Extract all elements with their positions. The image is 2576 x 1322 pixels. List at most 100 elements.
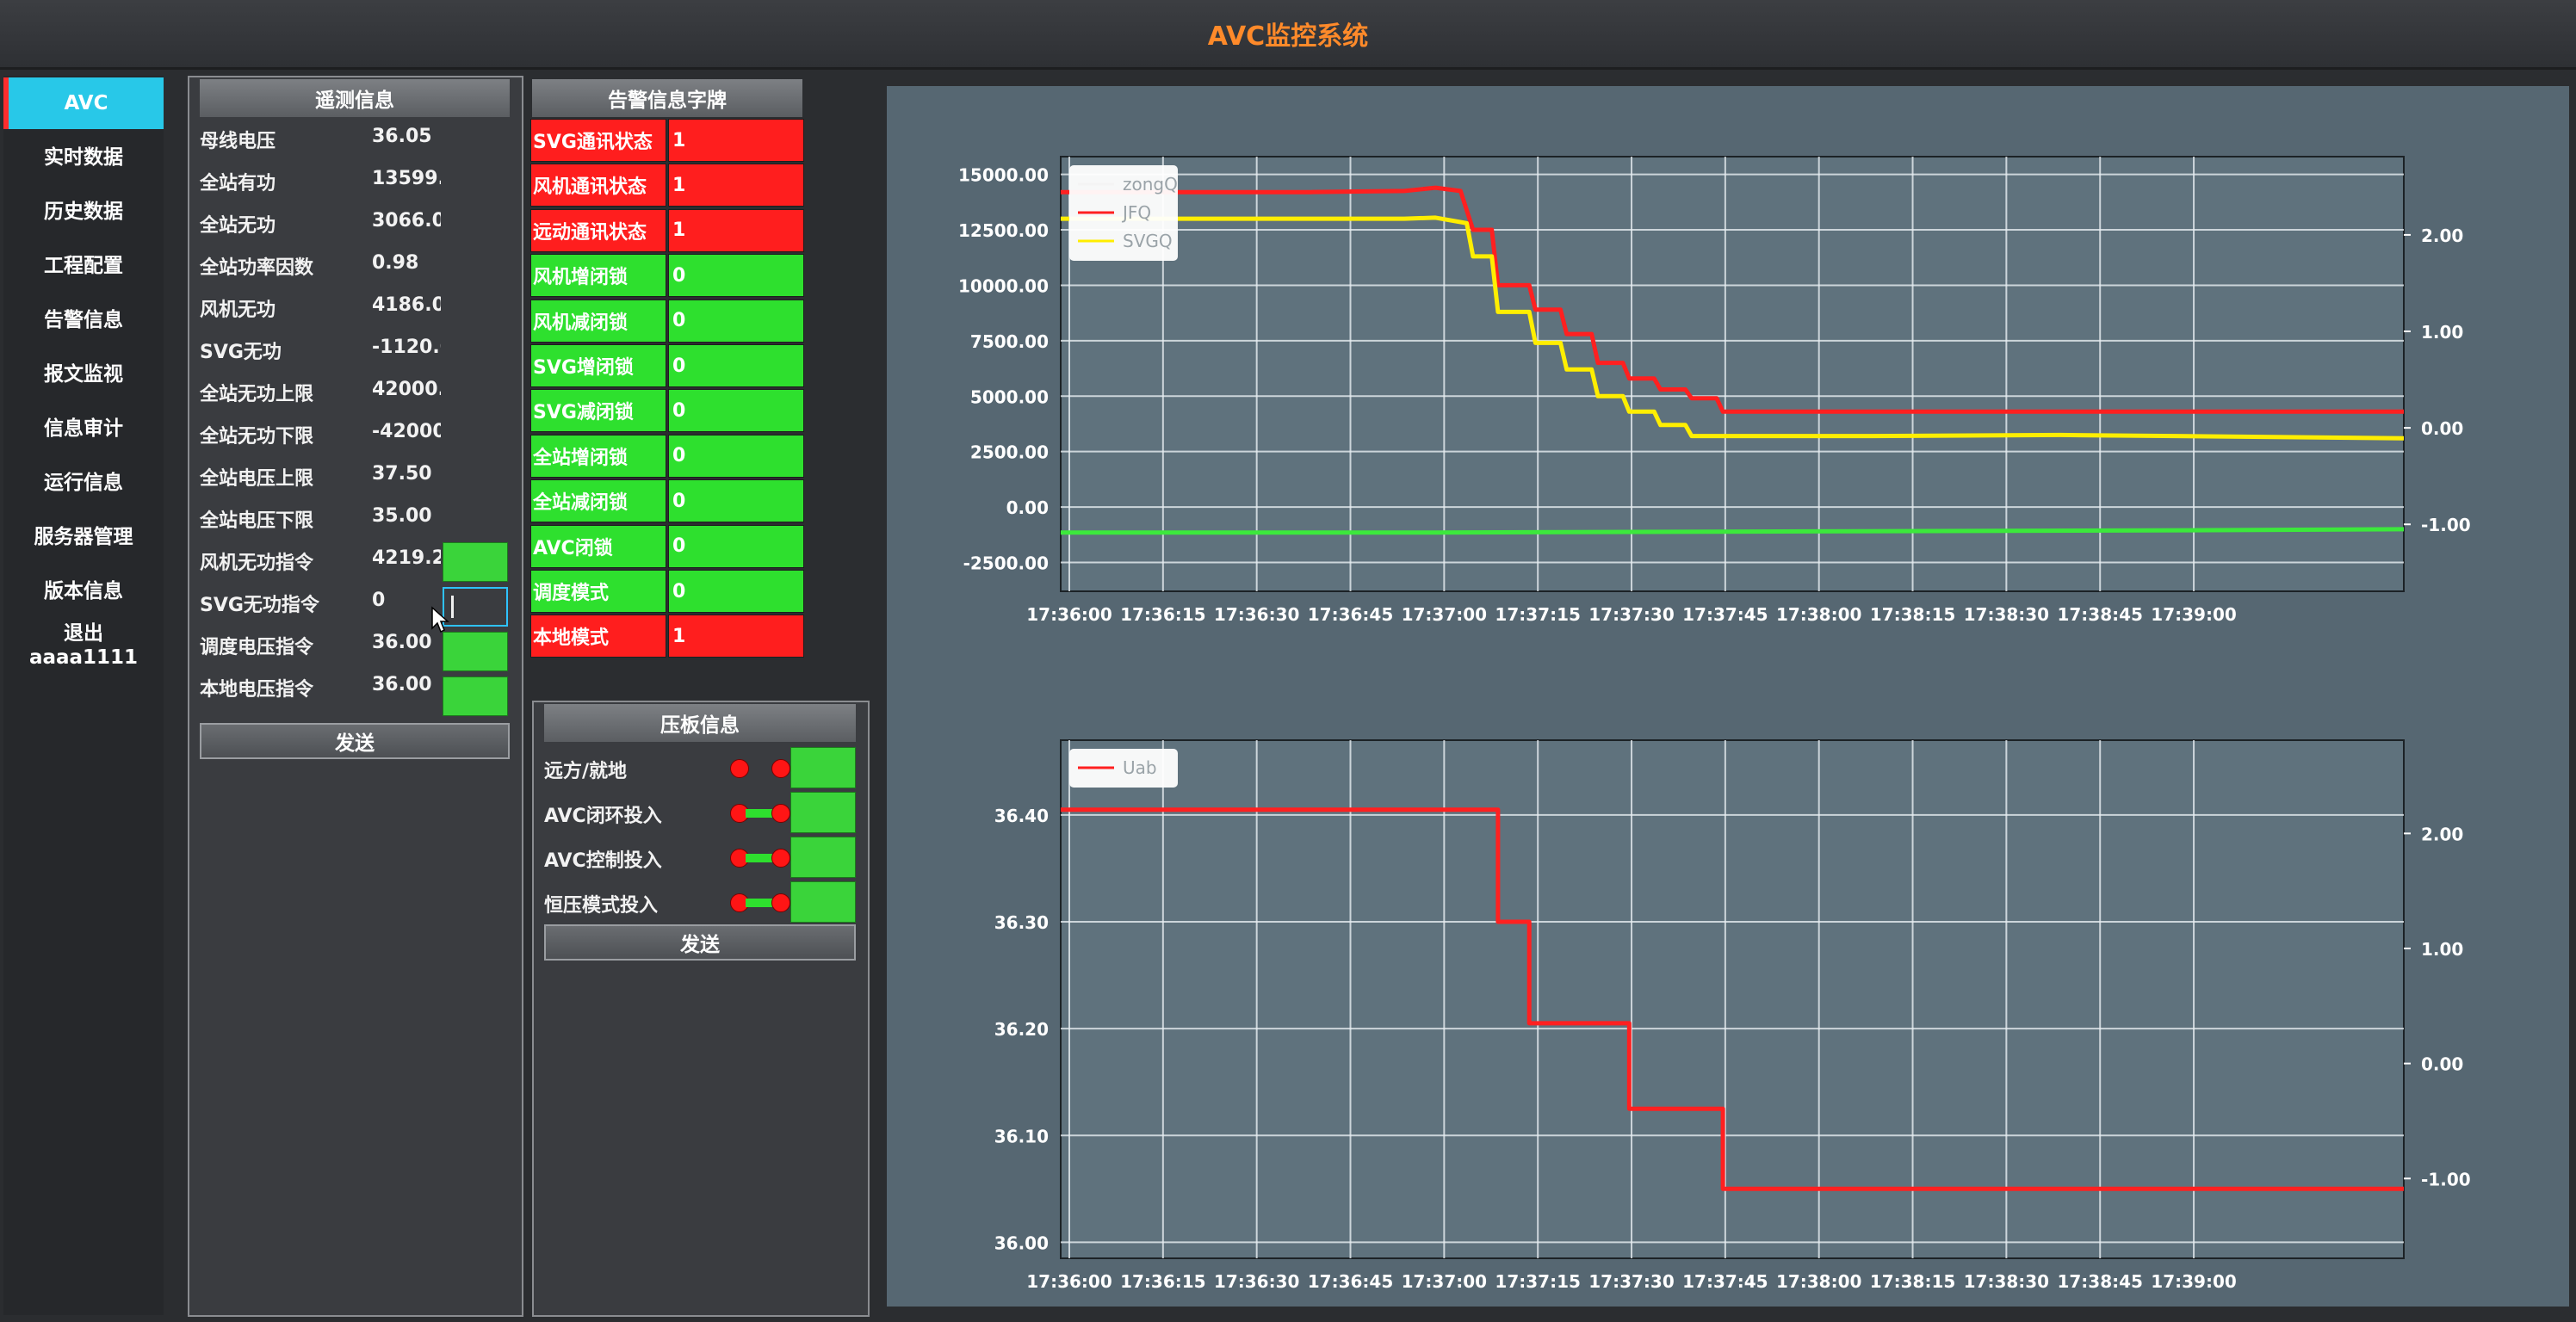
telemetry-value: 36.05	[372, 126, 432, 147]
legend-label: JFQ	[1121, 202, 1151, 223]
y2-tick-label: 2.00	[2421, 824, 2463, 844]
x-tick-label: 17:36:45	[1308, 604, 1394, 625]
y2-tick-label: -1.00	[2421, 1169, 2471, 1189]
y2-tick-label: 0.00	[2421, 418, 2463, 439]
sidebar-item-realtime-data[interactable]: 实时数据	[44, 146, 123, 169]
dispatch-voltage-command-input[interactable]	[443, 632, 508, 671]
alarm-value: 0	[668, 434, 804, 478]
x-tick-label: 17:38:15	[1870, 604, 1956, 625]
x-tick-label: 17:37:00	[1402, 1271, 1488, 1292]
sidebar-item-server-management[interactable]: 服务器管理	[34, 526, 133, 548]
svg-reactive-command-input[interactable]	[443, 587, 508, 627]
y-tick-label: 36.30	[994, 912, 1049, 933]
y-tick-label: 36.40	[994, 806, 1049, 826]
telemetry-panel-title: 遥测信息	[200, 79, 510, 117]
alarm-value: 1	[668, 119, 804, 162]
sidebar-item-message-monitor[interactable]: 报文监视	[44, 363, 123, 386]
plot-area	[1060, 156, 2405, 592]
alarm-label: 远动通讯状态	[530, 208, 666, 252]
alarm-value: 0	[668, 524, 804, 568]
x-tick-label: 17:36:15	[1120, 604, 1206, 625]
chart-legend: Uab	[1069, 749, 1178, 788]
y-tick-label: 36.20	[994, 1019, 1049, 1040]
chart-2: 17:36:00 17:36:15 17:36:30 17:36:45 17:37:00…	[994, 739, 2471, 1292]
telemetry-label: 全站无功下限	[200, 426, 314, 448]
alarm-value: 1	[668, 615, 804, 658]
telemetry-value: 13599.	[372, 168, 441, 189]
plates-send-button[interactable]: 发送	[544, 924, 856, 961]
sidebar-item-alarm-info[interactable]: 告警信息	[44, 309, 123, 331]
y2-tick-label: 1.00	[2421, 939, 2463, 960]
x-tick-label: 17:36:00	[1026, 1271, 1112, 1292]
telemetry-label: 风机无功指令	[200, 553, 314, 574]
alarm-label: 本地模式	[530, 615, 666, 658]
telemetry-value: 4186.0	[372, 294, 441, 316]
x-tick-label: 17:38:45	[2057, 1271, 2143, 1292]
telemetry-value: 0	[372, 590, 386, 611]
plate-led-indicator	[771, 804, 790, 823]
sidebar-item-version-info[interactable]: 版本信息	[44, 580, 123, 602]
legend-label: Uab	[1123, 757, 1157, 778]
alarm-label: SVG增闭锁	[530, 344, 666, 387]
chart-legend: zongQ JFQ SVGQ	[1069, 165, 1178, 261]
sidebar-item-avc[interactable]: AVC	[3, 77, 164, 129]
sidebar-item-run-info[interactable]: 运行信息	[44, 472, 123, 494]
sidebar-item-history-data[interactable]: 历史数据	[44, 201, 123, 223]
local-voltage-command-input[interactable]	[443, 676, 508, 716]
plate-toggle-button[interactable]	[790, 881, 856, 923]
telemetry-label: 调度电压指令	[200, 637, 314, 658]
telemetry-label: 全站电压下限	[200, 510, 314, 532]
telemetry-label: 母线电压	[200, 131, 276, 152]
plate-led-indicator	[730, 759, 749, 778]
alarm-value: 0	[668, 254, 804, 298]
x-tick-label: 17:37:45	[1682, 604, 1768, 625]
telemetry-value: 42000.	[372, 379, 441, 400]
y-tick-label: 36.10	[994, 1126, 1049, 1146]
alarm-value: 0	[668, 344, 804, 387]
alarm-value: 0	[668, 479, 804, 523]
x-tick-label: 17:36:15	[1120, 1271, 1206, 1292]
x-tick-label: 17:36:45	[1308, 1271, 1394, 1292]
series-line-SVGQ_plot	[1061, 527, 2405, 535]
telemetry-send-button[interactable]: 发送	[200, 723, 510, 759]
sidebar-item-logout[interactable]: 退出 aaaa1111	[3, 620, 164, 671]
y-tick-label: -2500.00	[963, 553, 1049, 574]
y-tick-label: 15000.00	[958, 165, 1049, 186]
sidebar: AVC 实时数据 历史数据 工程配置 告警信息 报文监视 信息审计 运行信息 服…	[3, 76, 164, 1315]
fan-reactive-command-input[interactable]	[443, 542, 508, 582]
plate-toggle-button[interactable]	[790, 792, 856, 833]
series-line-SVGQ	[1061, 215, 2405, 441]
mouse-cursor-icon	[431, 606, 449, 633]
y-tick-label: 0.00	[1006, 497, 1049, 518]
alarm-label: SVG通讯状态	[530, 119, 666, 162]
plate-led-indicator	[771, 893, 790, 912]
telemetry-label: 全站电压上限	[200, 468, 314, 490]
y-tick-label: 10000.00	[958, 275, 1049, 296]
series-line-Uab	[1061, 807, 2404, 1191]
x-tick-label: 17:38:00	[1776, 1271, 1862, 1292]
logout-username: aaaa1111	[28, 646, 139, 669]
plate-toggle-button[interactable]	[790, 747, 856, 788]
x-tick-label: 17:37:15	[1495, 1271, 1581, 1292]
x-tick-label: 17:37:00	[1402, 604, 1488, 625]
alarm-panel-title: 告警信息字牌	[532, 79, 802, 117]
alarm-label: 全站减闭锁	[530, 479, 666, 523]
y2-tick-label: 1.00	[2421, 322, 2463, 343]
chart-area: 17:36:00 17:36:15 17:36:30 17:36:45 17:37:00…	[887, 86, 2569, 1307]
plate-toggle-button[interactable]	[790, 837, 856, 878]
y-tick-label: 2500.00	[970, 442, 1049, 463]
x-tick-label: 17:38:45	[2057, 604, 2143, 625]
alarm-label: 风机通讯状态	[530, 164, 666, 207]
x-tick-label: 17:38:00	[1776, 604, 1862, 625]
telemetry-value: 3066.0	[372, 210, 441, 232]
x-tick-label: 17:36:00	[1026, 604, 1112, 625]
y2-tick-label: 2.00	[2421, 225, 2463, 246]
telemetry-label: SVG无功	[200, 342, 282, 363]
alarm-label: SVG减闭锁	[530, 389, 666, 433]
sidebar-item-project-config[interactable]: 工程配置	[44, 255, 123, 277]
x-tick-label: 17:36:30	[1214, 604, 1300, 625]
y-tick-label: 5000.00	[970, 386, 1049, 407]
logout-label: 退出	[64, 622, 103, 645]
sidebar-item-info-audit[interactable]: 信息审计	[44, 417, 123, 440]
alarm-label: 调度模式	[530, 570, 666, 613]
